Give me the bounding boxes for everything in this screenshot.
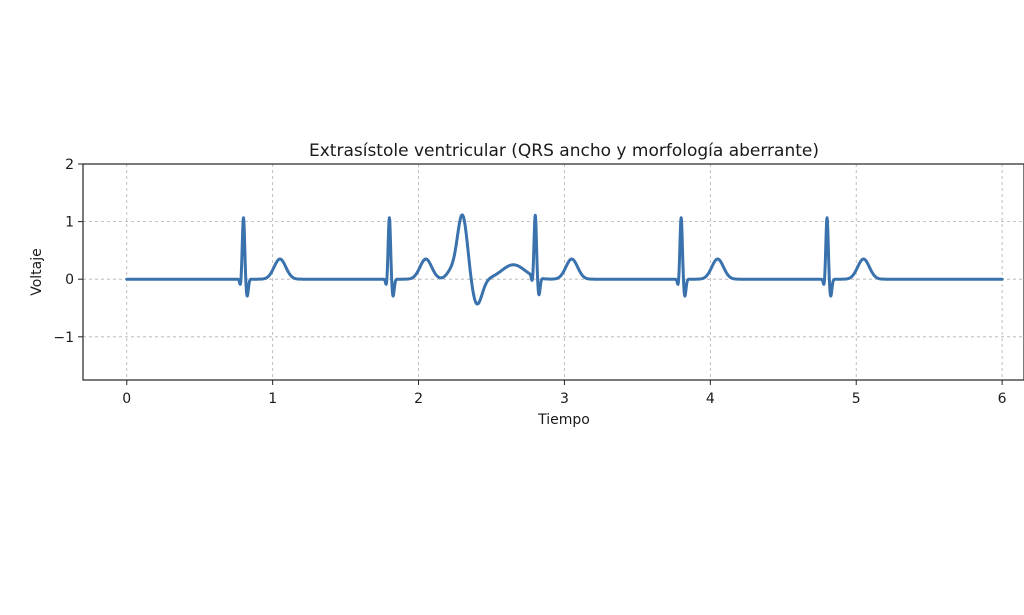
x-axis-label: Tiempo [537, 412, 590, 428]
chart-title: Extrasístole ventricular (QRS ancho y mo… [309, 141, 819, 161]
y-tick-label: 0 [65, 272, 74, 288]
y-tick-label: −1 [53, 330, 74, 346]
x-tick-label: 2 [414, 391, 423, 407]
x-tick-label: 4 [706, 391, 715, 407]
plot-area [125, 213, 1004, 306]
x-tick-label: 5 [852, 391, 861, 407]
axes-frame [82, 163, 1024, 381]
x-axis-ticks: 0 1 2 3 4 5 6 [122, 380, 1007, 407]
x-tick-label: 1 [268, 391, 277, 407]
x-tick-label: 0 [122, 391, 131, 407]
y-tick-label: 2 [65, 157, 74, 173]
y-tick-label: 1 [65, 215, 74, 231]
y-axis-label: Voltaje [29, 248, 45, 296]
ecg-series-line [125, 213, 1004, 306]
y-axis-ticks: −1 0 1 2 [53, 157, 83, 346]
x-tick-label: 6 [998, 391, 1007, 407]
x-tick-label: 3 [560, 391, 569, 407]
grid-lines [83, 163, 1024, 380]
